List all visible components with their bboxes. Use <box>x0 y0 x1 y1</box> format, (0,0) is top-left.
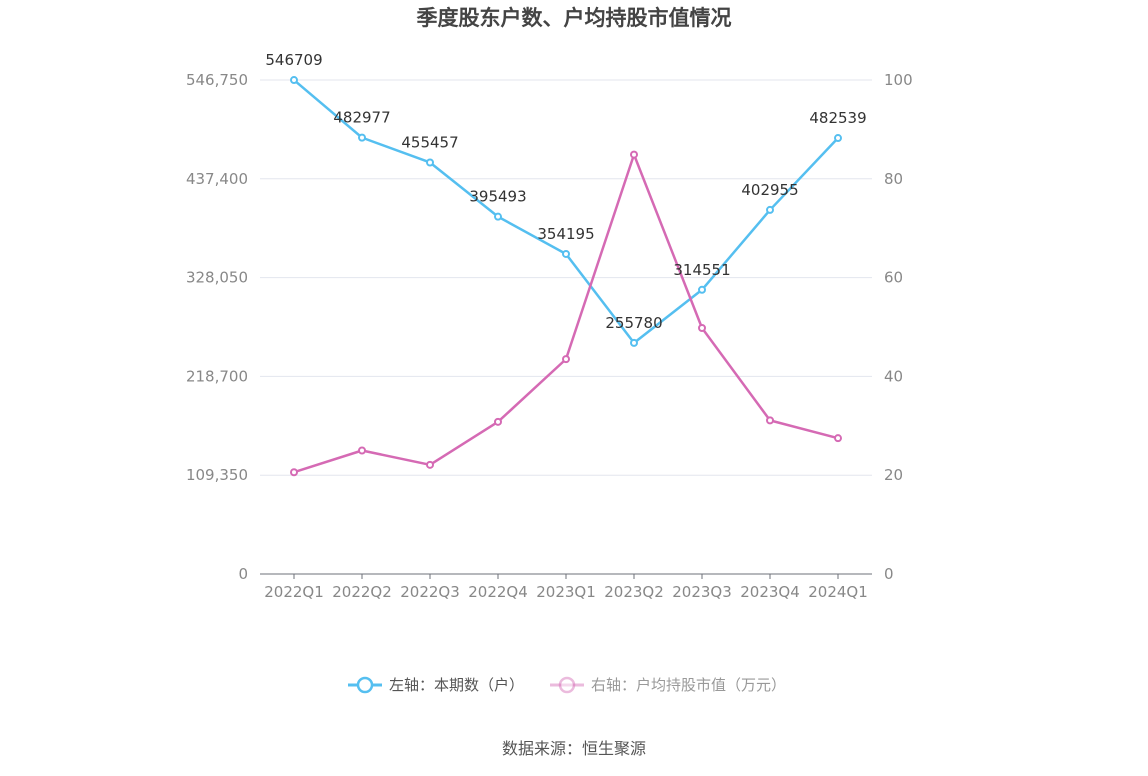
x-tick-label: 2022Q1 <box>264 583 324 601</box>
y-right-tick-label: 80 <box>884 170 903 188</box>
data-point[interactable] <box>358 133 366 142</box>
data-point[interactable] <box>494 212 502 221</box>
data-label: 354195 <box>537 225 594 243</box>
legend-label-left-series: 左轴：本期数（户） <box>389 676 524 694</box>
chart-title: 季度股东户数、户均持股市值情况 <box>417 6 732 30</box>
series-layer <box>290 76 842 477</box>
y-left-tick-label: 546,750 <box>186 71 248 89</box>
x-tick-label: 2023Q1 <box>536 583 596 601</box>
series-line-avg-holding-value <box>293 153 839 474</box>
x-tick-label: 2022Q4 <box>468 583 528 601</box>
data-label: 395493 <box>469 188 526 206</box>
data-point[interactable] <box>494 417 502 426</box>
data-label: 402955 <box>741 181 798 199</box>
axis-layer: 0 109,350 218,700 328,050 437,400 546,750 0 20 4… <box>186 71 913 601</box>
data-point[interactable] <box>698 285 706 294</box>
legend-item-left-series[interactable]: 左轴：本期数（户） <box>348 676 524 694</box>
y-left-tick-label: 218,700 <box>186 367 248 385</box>
data-label: 546709 <box>265 51 322 69</box>
data-point[interactable] <box>358 446 366 455</box>
data-point[interactable] <box>426 158 434 167</box>
legend-label-right-series: 右轴：户均持股市值（万元） <box>591 676 786 694</box>
legend-item-right-series[interactable]: 右轴：户均持股市值（万元） <box>550 676 786 694</box>
data-point[interactable] <box>766 416 774 425</box>
y-right-tick-label: 100 <box>884 71 913 89</box>
data-point[interactable] <box>562 355 570 364</box>
x-tick-label: 2023Q4 <box>740 583 800 601</box>
data-point[interactable] <box>562 249 570 258</box>
data-point[interactable] <box>766 205 774 214</box>
data-point[interactable] <box>630 338 638 347</box>
data-label: 314551 <box>673 261 730 279</box>
x-tick-label: 2023Q3 <box>672 583 732 601</box>
y-right-tick-label: 60 <box>884 269 903 287</box>
data-label: 455457 <box>401 133 458 151</box>
y-left-tick-label: 0 <box>238 565 248 583</box>
y-left-tick-label: 109,350 <box>186 466 248 484</box>
grid-layer <box>260 79 872 476</box>
data-point[interactable] <box>834 434 842 443</box>
legend-circle-icon <box>356 676 374 694</box>
legend-circle-icon <box>558 676 576 694</box>
legend[interactable]: 左轴：本期数（户） 右轴：户均持股市值（万元） <box>348 676 786 694</box>
y-right-tick-label: 20 <box>884 466 903 484</box>
data-point[interactable] <box>290 468 298 477</box>
y-left-tick-label: 328,050 <box>186 269 248 287</box>
data-label: 482977 <box>333 109 390 127</box>
data-point[interactable] <box>290 76 298 85</box>
y-left-tick-label: 437,400 <box>186 170 248 188</box>
data-label-layer: 546709 482977 455457 395493 354195 255780 3145… <box>265 51 866 332</box>
y-right-tick-label: 40 <box>884 367 903 385</box>
x-tick-label: 2024Q1 <box>808 583 868 601</box>
data-source: 数据来源：恒生聚源 <box>502 739 646 758</box>
data-label: 482539 <box>809 109 866 127</box>
x-tick-label: 2022Q3 <box>400 583 460 601</box>
x-tick-label: 2023Q2 <box>604 583 664 601</box>
data-point[interactable] <box>426 460 434 469</box>
data-point[interactable] <box>698 323 706 332</box>
data-label: 255780 <box>605 314 662 332</box>
data-point[interactable] <box>834 134 842 143</box>
data-point[interactable] <box>630 150 638 159</box>
y-right-tick-label: 0 <box>884 565 894 583</box>
x-tick-label: 2022Q2 <box>332 583 392 601</box>
